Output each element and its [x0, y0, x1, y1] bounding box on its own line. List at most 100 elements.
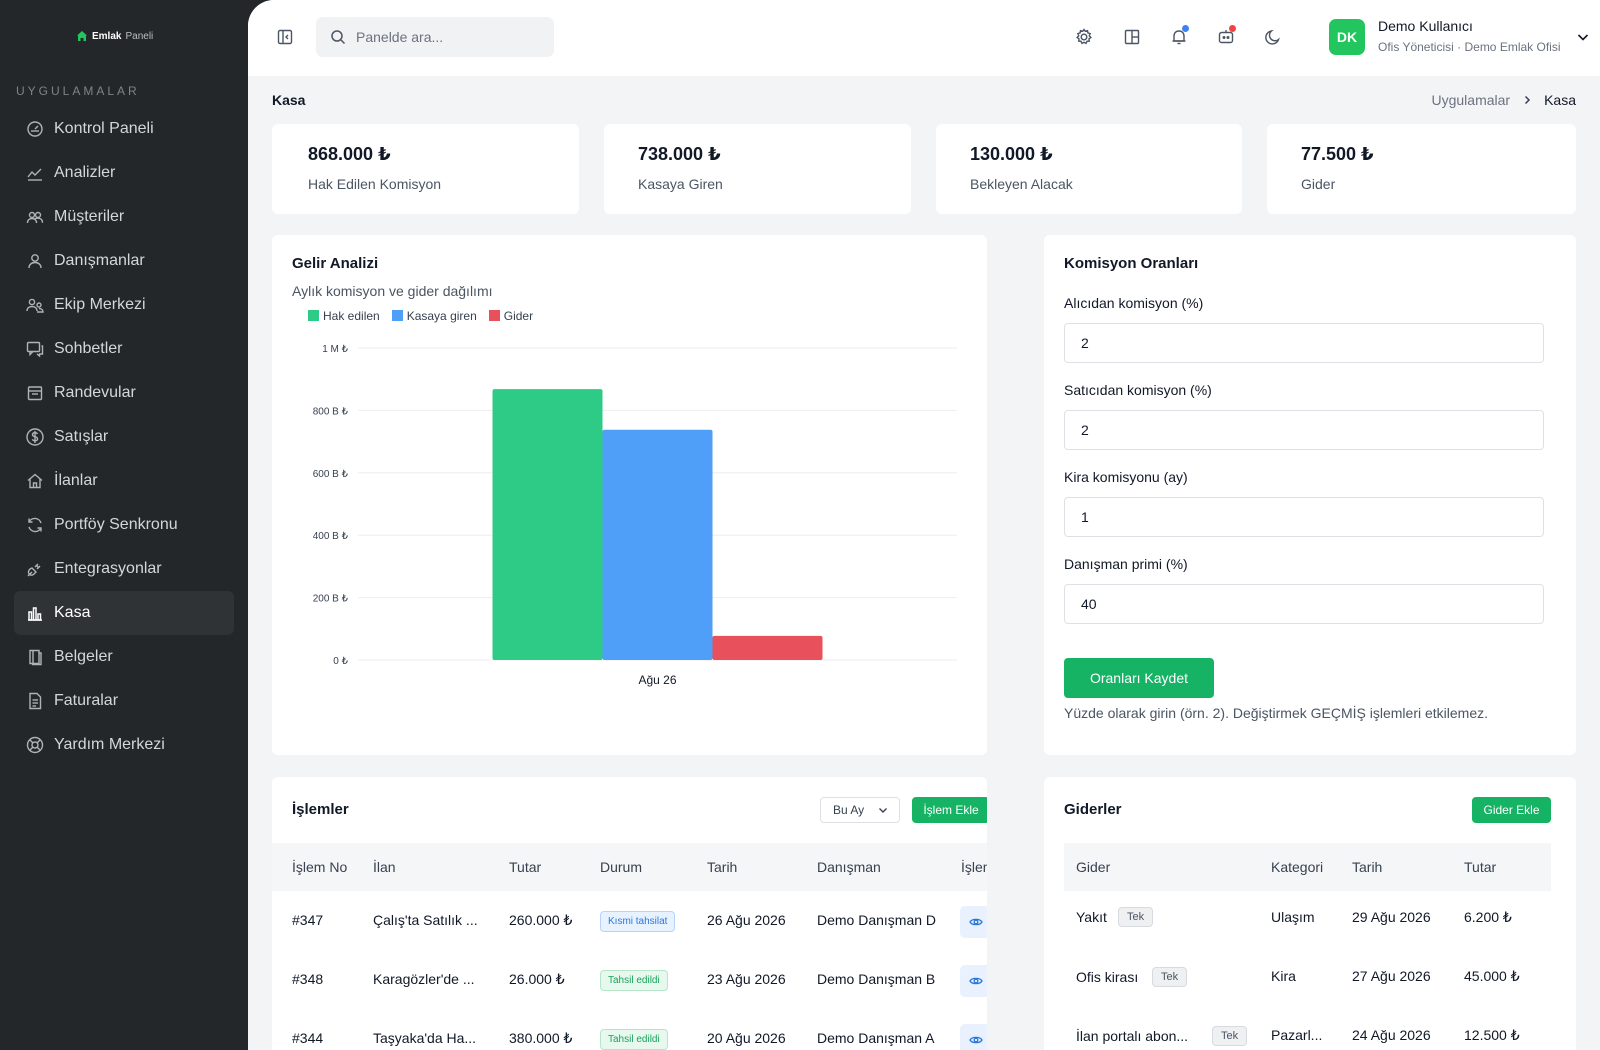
chat-bot-icon[interactable] [1216, 27, 1236, 47]
stat-card-expense: 77.500 ₺ Gider [1267, 124, 1576, 214]
home-icon [27, 473, 43, 489]
expense-date: 27 Ağu 2026 [1352, 968, 1431, 984]
sidebar-item-label: Faturalar [54, 692, 119, 709]
transaction-listing[interactable]: Taşyaka'da Ha... [373, 1030, 477, 1046]
column-header[interactable]: Kategori [1271, 859, 1324, 875]
bar-kasaya-giren[interactable] [602, 429, 713, 660]
add-expense-button[interactable]: Gider Ekle [1472, 797, 1551, 823]
column-header[interactable]: Tarih [1352, 859, 1383, 875]
x-tick-label: Ağu 26 [638, 673, 676, 687]
transaction-no[interactable]: #348 [292, 971, 324, 987]
gear-icon[interactable] [1074, 27, 1094, 47]
brand-logo[interactable]: Emlak Paneli [76, 30, 153, 42]
status-badge: Kısmi tahsilat [600, 911, 676, 932]
analytics-icon [27, 168, 42, 181]
sidebar-item-randevular[interactable]: Randevular [14, 371, 234, 415]
search-input[interactable] [356, 29, 536, 45]
sidebar-toggle-icon[interactable] [276, 28, 294, 46]
bar-gider[interactable] [712, 635, 823, 660]
expense-tag: Tek [1212, 1026, 1248, 1046]
column-header[interactable]: İşlem No [292, 859, 348, 875]
avatar[interactable]: DK [1329, 19, 1365, 55]
sidebar-item-yardim-merkezi[interactable]: Yardım Merkezi [14, 723, 234, 767]
legend-item[interactable]: Gider [488, 309, 533, 323]
transaction-listing[interactable]: Çalış'ta Satılık ... [373, 912, 478, 928]
sidebar-item-belgeler[interactable]: Belgeler [14, 635, 234, 679]
user-icon [28, 254, 42, 269]
expense-date: 24 Ağu 2026 [1352, 1027, 1431, 1043]
legend-item[interactable]: Kasaya giren [391, 309, 477, 323]
view-button[interactable] [960, 965, 987, 997]
plug-icon [27, 563, 41, 577]
stat-value: 77.500 ₺ [1301, 144, 1374, 164]
sidebar-item-label: Kontrol Paneli [54, 120, 154, 137]
transaction-amount: 26.000 ₺ [509, 971, 565, 987]
agent-bonus-field[interactable] [1064, 584, 1544, 624]
period-select[interactable]: Bu Ay [820, 797, 900, 823]
sidebar-item-label: Entegrasyonlar [54, 560, 162, 577]
column-header[interactable]: Tutar [1464, 859, 1497, 875]
transaction-listing[interactable]: Karagözler'de ... [373, 971, 475, 987]
column-header[interactable]: Tarih [707, 859, 738, 875]
sidebar-item-entegrasyonlar[interactable]: Entegrasyonlar [14, 547, 234, 591]
sidebar-item-satislar[interactable]: Satışlar [14, 415, 234, 459]
transaction-date: 20 Ağu 2026 [707, 1030, 786, 1046]
calendar-icon [27, 386, 43, 401]
transaction-no[interactable]: #347 [292, 912, 324, 928]
stat-label: Kasaya Giren [638, 176, 723, 192]
transaction-no[interactable]: #344 [292, 1030, 324, 1046]
layout-icon[interactable] [1122, 27, 1142, 47]
column-header[interactable]: Durum [600, 859, 643, 875]
column-header[interactable]: Gider [1076, 859, 1111, 875]
sidebar-item-ekip-merkezi[interactable]: Ekip Merkezi [14, 283, 234, 327]
expense-category: Kira [1271, 968, 1296, 984]
sidebar-item-sohbetler[interactable]: Sohbetler [14, 327, 234, 371]
save-rates-button[interactable]: Oranları Kaydet [1064, 658, 1214, 698]
user-name[interactable]: Demo Kullanıcı [1378, 18, 1473, 34]
search-icon [331, 30, 346, 45]
sidebar-item-label: Yardım Merkezi [54, 736, 165, 753]
sidebar-item-faturalar[interactable]: Faturalar [14, 679, 234, 723]
column-header[interactable]: İşlem [961, 859, 987, 875]
search-box[interactable] [316, 17, 554, 57]
revenue-bar-chart: 0 ₺ 200 B ₺ 400 B ₺ 600 B ₺ 800 B ₺ 1 M ₺ Ağu … [313, 344, 957, 687]
sidebar-item-musteriler[interactable]: Müşteriler [14, 195, 234, 239]
revenue-analysis-card: Gelir Analizi Aylık komisyon ve gider da… [272, 235, 987, 755]
add-transaction-button[interactable]: İşlem Ekle [912, 797, 987, 823]
sidebar: Emlak Paneli UYGULAMALAR Kontrol Paneli … [0, 0, 248, 1050]
dollar-icon [26, 428, 44, 446]
column-header[interactable]: Tutar [509, 859, 542, 875]
status-badge: Tahsil edildi [600, 970, 668, 991]
moon-icon[interactable] [1263, 27, 1283, 47]
sidebar-item-danismanlar[interactable]: Danışmanlar [14, 239, 234, 283]
column-header[interactable]: Danışman [817, 859, 881, 875]
legend-item[interactable]: Hak edilen [308, 309, 380, 323]
sidebar-item-ilanlar[interactable]: İlanlar [14, 459, 234, 503]
sidebar-item-analizler[interactable]: Analizler [14, 151, 234, 195]
invoice-icon [29, 692, 42, 710]
chevron-down-icon[interactable] [1576, 30, 1590, 44]
bell-icon[interactable] [1169, 27, 1189, 47]
sidebar-item-label: Belgeler [54, 648, 113, 665]
eye-icon [969, 1036, 983, 1044]
agent-bonus-label: Danışman primi (%) [1064, 556, 1188, 572]
buyer-commission-field[interactable] [1064, 323, 1544, 363]
seller-commission-field[interactable] [1064, 410, 1544, 450]
breadcrumb-item-apps[interactable]: Uygulamalar [1431, 92, 1511, 108]
y-tick-label: 1 M ₺ [322, 344, 348, 355]
view-button[interactable] [960, 906, 987, 938]
stat-label: Gider [1301, 176, 1336, 192]
book-icon [29, 649, 42, 666]
sidebar-item-portfoy-senkronu[interactable]: Portföy Senkronu [14, 503, 234, 547]
stat-label: Hak Edilen Komisyon [308, 176, 442, 192]
transaction-date: 26 Ağu 2026 [707, 912, 786, 928]
rent-commission-field[interactable] [1064, 497, 1544, 537]
sidebar-item-kasa[interactable]: Kasa [14, 591, 234, 635]
column-header[interactable]: İlan [373, 859, 396, 875]
transaction-amount: 260.000 ₺ [509, 912, 573, 928]
revenue-subtitle: Aylık komisyon ve gider dağılımı [292, 283, 493, 299]
bar-hak-edilen[interactable] [492, 389, 603, 660]
commission-hint: Yüzde olarak girin (örn. 2). Değiştirmek… [1064, 705, 1489, 721]
view-button[interactable] [960, 1024, 987, 1050]
sidebar-item-kontrol-paneli[interactable]: Kontrol Paneli [14, 107, 234, 151]
